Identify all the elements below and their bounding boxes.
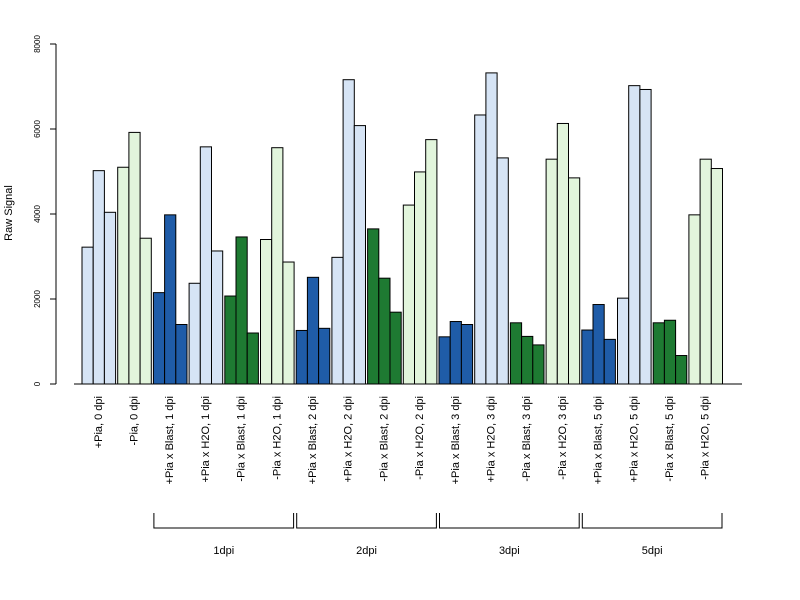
bar — [438, 336, 451, 385]
bar — [246, 332, 259, 385]
bar — [402, 204, 415, 385]
bar — [688, 214, 701, 385]
bar — [639, 88, 652, 385]
bar — [103, 211, 117, 385]
bar — [331, 256, 344, 385]
x-tick-label: +Pia, 0 dpi — [93, 396, 105, 448]
x-tick-label: -Pia x Blast, 1 dpi — [236, 396, 248, 482]
bar — [92, 170, 105, 385]
bar — [663, 319, 677, 385]
bar — [342, 79, 355, 385]
bar — [699, 158, 712, 385]
bar — [414, 171, 427, 385]
bar — [603, 338, 616, 385]
bar — [710, 168, 723, 385]
bar — [496, 157, 509, 385]
bar — [164, 214, 177, 385]
bar — [378, 277, 391, 385]
bar — [367, 228, 380, 385]
bar — [295, 329, 308, 385]
x-tick-label: +Pia x Blast, 2 dpi — [307, 396, 319, 484]
y-axis-label: Raw Signal — [3, 185, 15, 241]
x-tick-label: -Pia x Blast, 2 dpi — [378, 396, 390, 482]
bar — [175, 324, 188, 385]
y-tick-label: 6000 — [33, 120, 42, 138]
x-tick-label: -Pia x H2O, 5 dpi — [700, 396, 712, 480]
group-bracket — [153, 513, 295, 529]
bar — [271, 147, 284, 385]
x-tick-label: -Pia, 0 dpi — [129, 396, 141, 446]
y-tick-label: 4000 — [33, 205, 42, 223]
x-tick-label: +Pia x H2O, 1 dpi — [200, 396, 212, 483]
x-tick-label: +Pia x Blast, 1 dpi — [164, 396, 176, 484]
bar — [81, 246, 94, 385]
bar — [211, 250, 224, 385]
bar — [188, 282, 201, 385]
y-tick-label: 0 — [33, 381, 42, 386]
group-label: 5dpi — [642, 545, 663, 557]
x-tick-label: -Pia x H2O, 2 dpi — [414, 396, 426, 480]
bar — [282, 261, 295, 385]
bar — [117, 166, 130, 385]
group-bracket — [296, 513, 437, 529]
bar — [675, 355, 688, 385]
bar — [199, 146, 213, 385]
bar — [353, 125, 366, 385]
bar — [617, 297, 630, 385]
bar — [389, 311, 402, 385]
bar — [306, 276, 320, 385]
bar — [628, 85, 641, 385]
bar — [449, 321, 462, 385]
bar — [521, 335, 534, 385]
x-tick-label: +Pia x Blast, 3 dpi — [450, 396, 462, 484]
bar — [556, 122, 569, 385]
x-tick-label: +Pia x H2O, 2 dpi — [343, 396, 355, 483]
group-bracket — [439, 513, 580, 529]
x-tick-label: +Pia x H2O, 5 dpi — [628, 396, 640, 483]
x-tick-label: -Pia x H2O, 3 dpi — [557, 396, 569, 480]
y-tick-label: 2000 — [33, 290, 42, 308]
bar — [474, 114, 487, 385]
x-tick-label: -Pia x Blast, 5 dpi — [664, 396, 676, 482]
bar — [485, 72, 498, 385]
bar — [652, 322, 665, 385]
bar — [568, 177, 581, 385]
x-tick-label: -Pia x H2O, 1 dpi — [271, 396, 283, 480]
bar — [581, 329, 594, 385]
bar — [128, 131, 141, 385]
bars-layer — [81, 72, 723, 385]
bar — [425, 139, 438, 385]
bar — [318, 327, 331, 385]
bar — [224, 295, 237, 385]
bar — [532, 344, 545, 385]
bar — [460, 324, 474, 385]
bar — [592, 304, 605, 385]
group-label: 3dpi — [499, 545, 520, 557]
bar — [545, 158, 558, 385]
x-tick-label: +Pia x H2O, 3 dpi — [486, 396, 498, 483]
group-bracket — [581, 513, 723, 529]
x-tick-label: +Pia x Blast, 5 dpi — [593, 396, 605, 484]
bar — [260, 239, 273, 385]
bar — [152, 292, 166, 385]
y-axis: 0 2000 4000 6000 8000 — [33, 35, 57, 386]
x-tick-label: -Pia x Blast, 3 dpi — [521, 396, 533, 482]
x-tick-labels: +Pia, 0 dpi -Pia, 0 dpi +Pia x Blast, 1 dp… — [93, 396, 712, 484]
bar — [235, 236, 248, 385]
group-label: 2dpi — [356, 545, 377, 557]
group-brackets: 1dpi 2dpi 3dpi 5dpi — [153, 513, 723, 557]
bar — [509, 322, 523, 385]
bar — [139, 237, 152, 385]
group-label: 1dpi — [213, 545, 234, 557]
y-tick-label: 8000 — [33, 35, 42, 53]
